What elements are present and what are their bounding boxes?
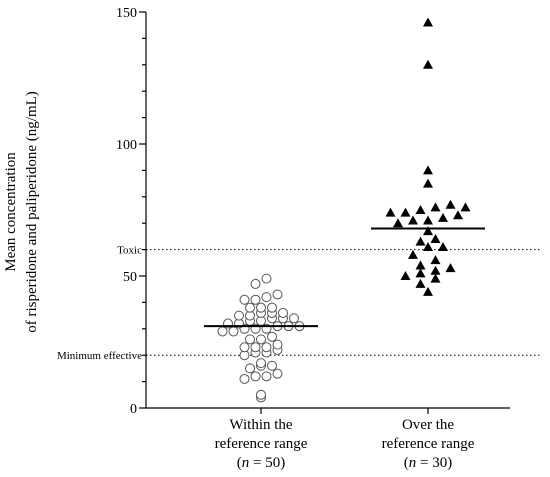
data-point [256, 358, 266, 369]
n-symbol: n [242, 455, 250, 471]
data-point [267, 360, 277, 371]
data-point [408, 249, 418, 259]
data-point [250, 294, 261, 305]
data-point [250, 371, 261, 382]
data-point [261, 342, 272, 353]
n-value: = 50) [249, 455, 285, 471]
data-point [239, 342, 250, 353]
data-point [423, 165, 433, 175]
minimum-effective-label: Minimum effective [57, 350, 142, 362]
data-point [267, 302, 277, 313]
data-point [400, 207, 411, 217]
data-point [438, 212, 448, 222]
data-point [430, 273, 441, 283]
data-point [423, 226, 433, 236]
data-point [267, 331, 277, 342]
data-point [438, 241, 448, 251]
data-point [445, 263, 456, 273]
data-point [239, 373, 250, 384]
data-point [261, 273, 272, 284]
data-point [256, 302, 266, 313]
y-tick-label: 50 [123, 270, 137, 285]
data-point [250, 278, 261, 289]
data-point [415, 236, 426, 246]
n-value: = 30) [416, 455, 452, 471]
data-point [423, 286, 433, 296]
data-point [430, 202, 441, 212]
data-point [460, 202, 471, 212]
y-tick-label: 0 [130, 402, 137, 417]
data-point [289, 313, 299, 324]
category-labels: Within the reference range (n = 50) Over… [215, 417, 475, 471]
reference-labels: Toxic Minimum effective [57, 245, 142, 363]
data-point [430, 265, 441, 275]
data-point [256, 389, 266, 400]
category-0-line2: reference range [215, 436, 308, 452]
data-point [393, 218, 403, 228]
category-0-line1: Within the [229, 417, 292, 433]
data-point [423, 215, 433, 225]
data-point [408, 215, 418, 225]
data-point [256, 334, 266, 345]
data-point [245, 334, 255, 345]
data-point [385, 207, 396, 217]
data-point [423, 17, 433, 27]
data-points [217, 17, 471, 403]
data-point [445, 199, 456, 209]
data-point [430, 234, 441, 244]
category-1-line1: Over the [402, 417, 454, 433]
median-lines [204, 227, 485, 328]
toxic-label: Toxic [117, 245, 142, 257]
data-point [261, 371, 272, 382]
category-1-n: (n = 30) [404, 455, 452, 471]
data-point [415, 205, 426, 214]
data-point [250, 342, 261, 353]
axes [139, 11, 510, 414]
data-point [272, 368, 283, 379]
data-point [415, 278, 426, 288]
reference-lines [146, 249, 540, 356]
y-axis-title-line2: of risperidone and paliperidone (ng/mL) [24, 91, 40, 333]
data-point [239, 294, 250, 305]
data-point [415, 268, 426, 278]
data-point [272, 289, 283, 300]
y-tick-labels: 0 50 100 150 [116, 6, 137, 417]
y-tick-label: 150 [116, 6, 137, 21]
data-point [234, 310, 244, 321]
data-point [228, 326, 239, 337]
data-point [245, 363, 255, 374]
data-point [423, 241, 433, 251]
data-point [245, 302, 255, 313]
data-point [261, 292, 272, 303]
data-point [423, 178, 433, 188]
y-axis-title: Mean concentration of risperidone and pa… [3, 91, 40, 333]
y-axis-title-line1: Mean concentration [3, 152, 19, 272]
data-point [272, 339, 283, 350]
category-0-n: (n = 50) [237, 455, 285, 471]
data-point [400, 271, 411, 280]
data-point [415, 260, 426, 270]
y-tick-label: 100 [116, 138, 137, 153]
data-point [278, 307, 288, 318]
n-symbol: n [409, 455, 417, 471]
data-point [453, 210, 463, 220]
category-1-line2: reference range [382, 436, 475, 452]
data-point [423, 59, 433, 69]
data-point [217, 326, 228, 337]
data-point [430, 255, 441, 265]
